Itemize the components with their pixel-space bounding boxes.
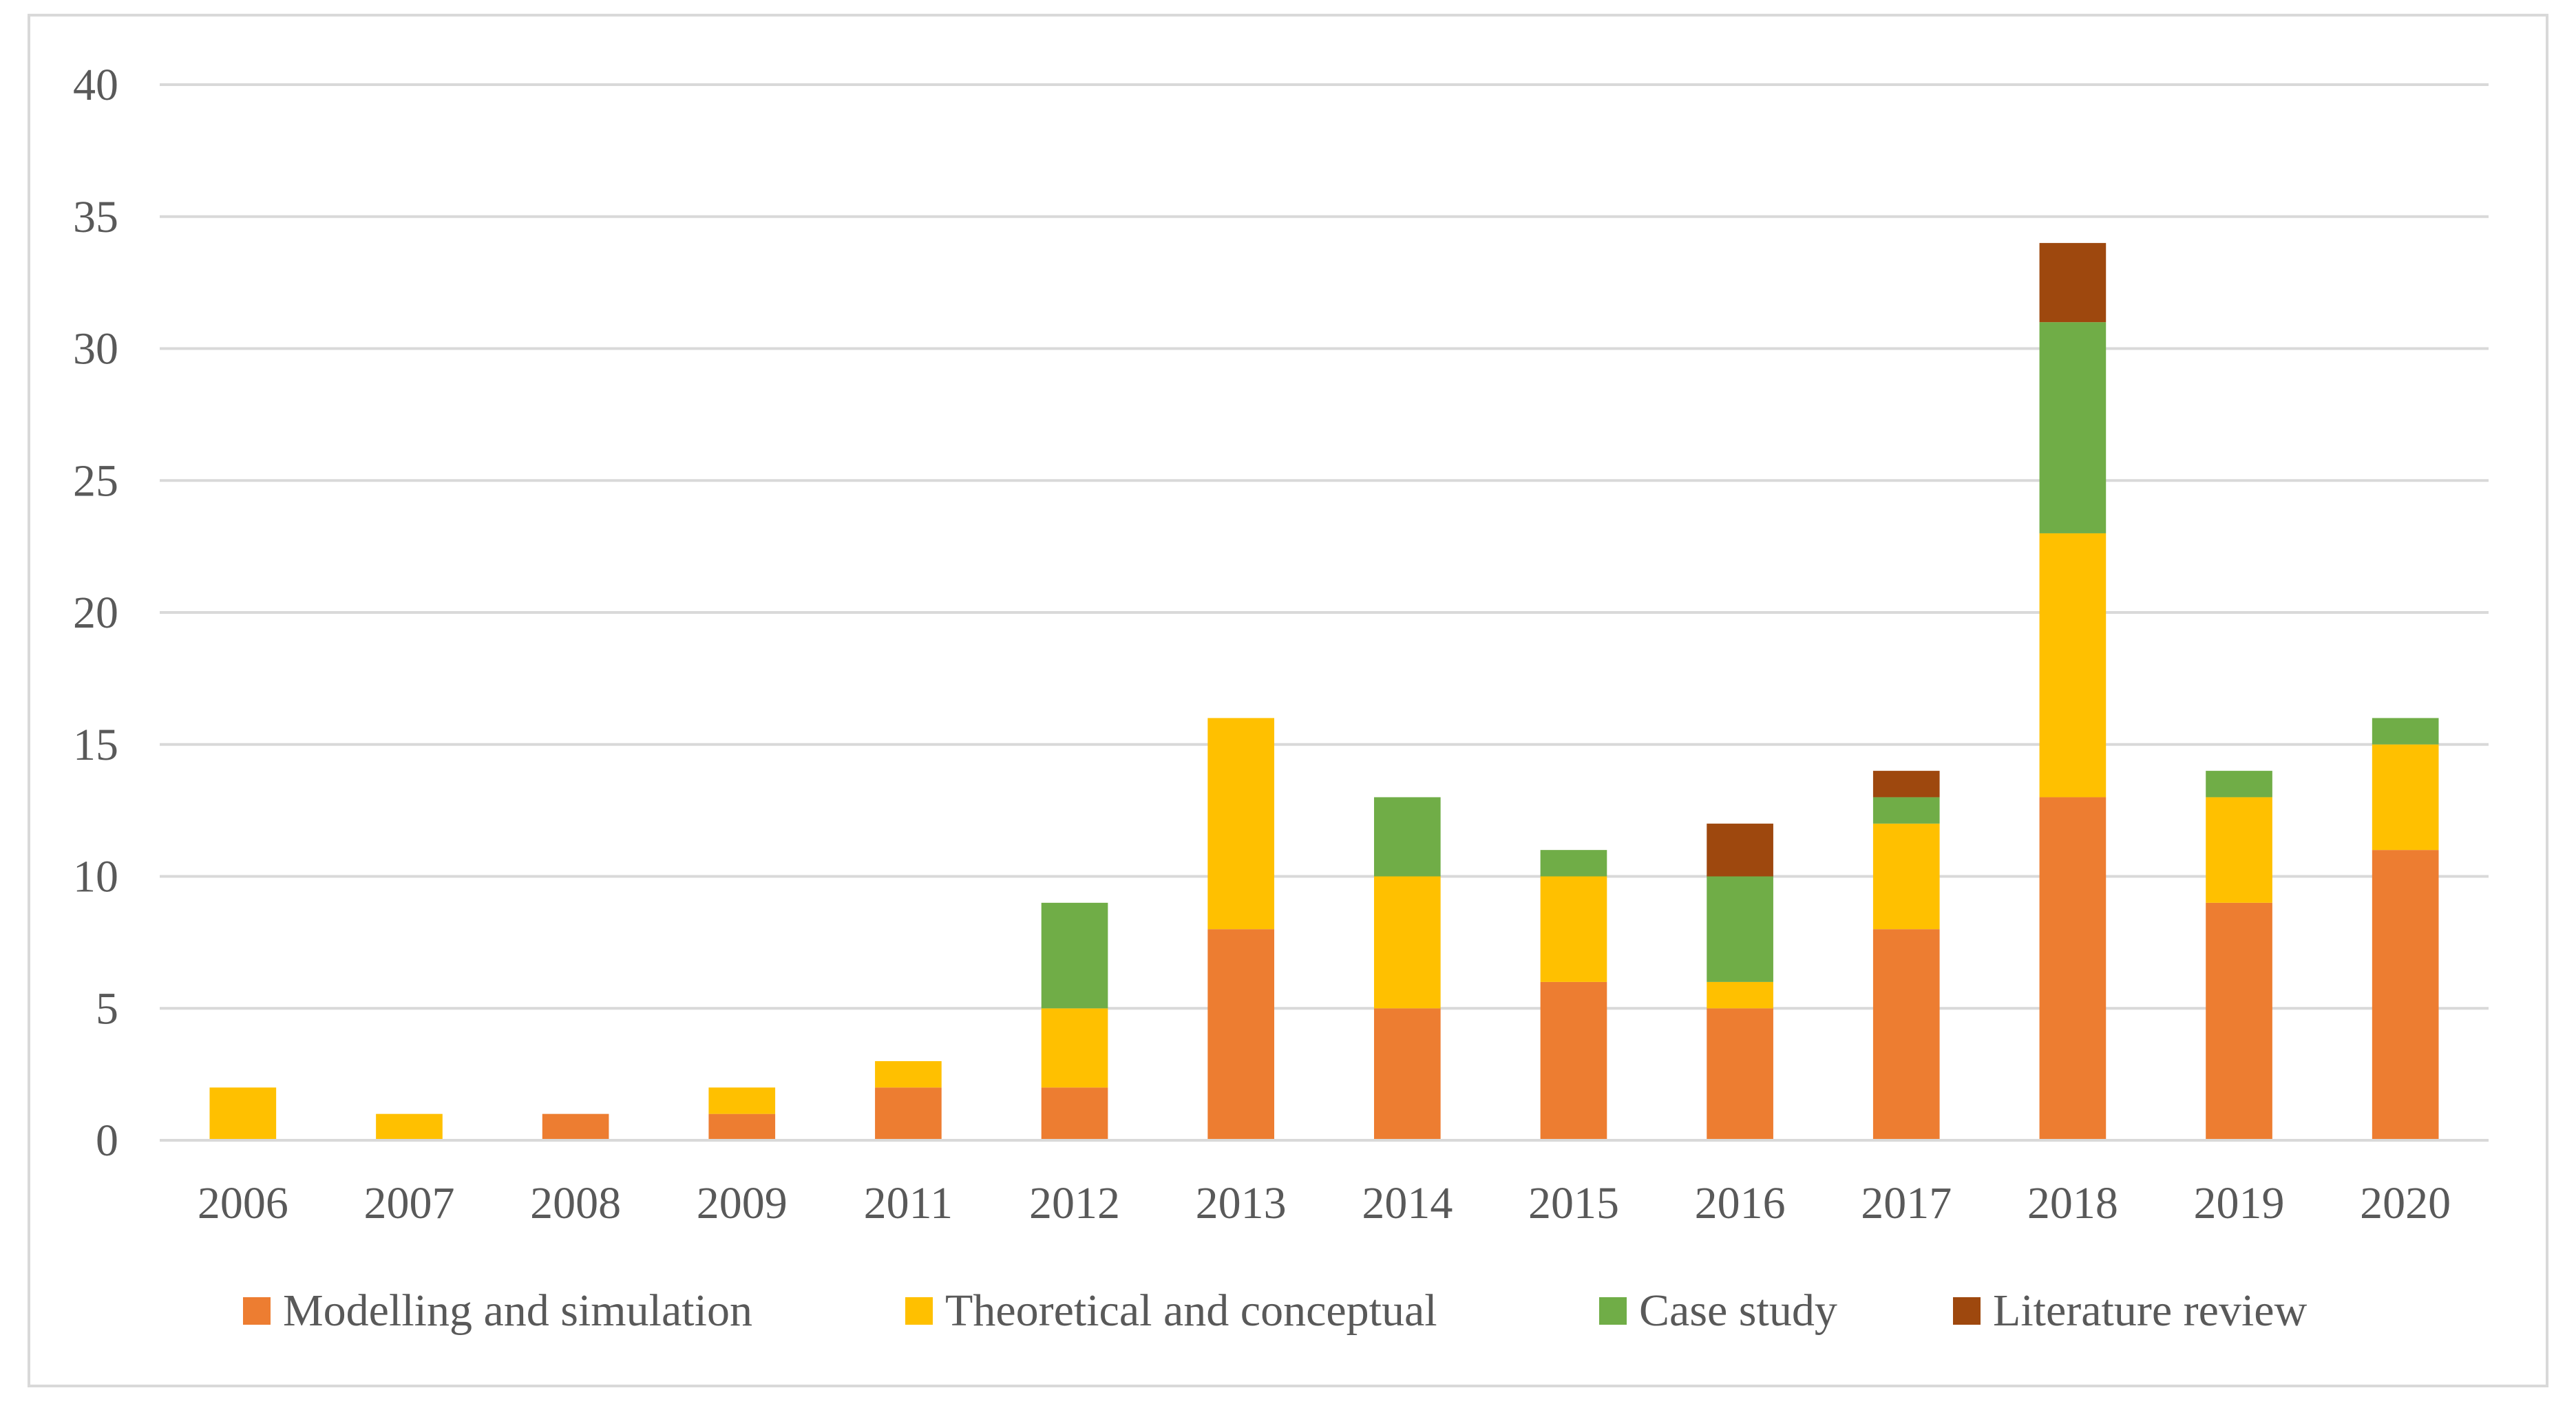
legend-label: Literature review [1993, 1286, 2308, 1336]
x-tick-label: 2008 [530, 1178, 621, 1228]
x-tick-label: 2017 [1861, 1178, 1952, 1228]
y-tick-label: 20 [73, 588, 118, 638]
bar-segment [2039, 797, 2107, 1140]
bar-segment [1707, 876, 1773, 982]
bar-segment [1373, 876, 1441, 1009]
y-tick-label: 40 [73, 60, 118, 110]
y-tick-label: 5 [96, 983, 118, 1034]
x-axis-ticks: 2006 2007 2008 2009 2011 2012 2013 2014 2015 2016… [198, 1178, 2451, 1228]
bar-segment [1373, 797, 1441, 877]
bar-segment [1540, 850, 1607, 877]
bar-segment [1872, 797, 1940, 824]
x-tick-label: 2016 [1695, 1178, 1786, 1228]
bar-segment [1872, 771, 1940, 798]
legend-label: Case study [1639, 1286, 1837, 1336]
x-tick-label: 2013 [1196, 1178, 1287, 1228]
x-tick-label: 2007 [363, 1178, 454, 1228]
y-tick-label: 0 [96, 1116, 118, 1166]
y-tick-label: 35 [73, 192, 118, 242]
chart-frame [28, 14, 2548, 1387]
bar-segment [1540, 981, 1607, 1140]
y-tick-label: 25 [73, 456, 118, 506]
bar-segment [708, 1113, 776, 1140]
bar-segment [875, 1087, 942, 1140]
x-tick-label: 2006 [198, 1178, 288, 1228]
x-tick-label: 2014 [1362, 1178, 1453, 1228]
x-tick-label: 2020 [2360, 1178, 2451, 1228]
y-tick-label: 30 [73, 324, 118, 374]
bar-segment [1041, 902, 1108, 1009]
bar-segment [1540, 876, 1607, 982]
bar-segment [2039, 533, 2107, 798]
bar-segment [875, 1060, 942, 1088]
x-tick-label: 2015 [1528, 1178, 1619, 1228]
bar-segment [1041, 1008, 1108, 1088]
bar-segment [1872, 929, 1940, 1140]
gridlines [160, 83, 2489, 1010]
bar-segment [1373, 1008, 1441, 1140]
bars [209, 243, 2439, 1140]
y-axis-ticks: 0 5 10 15 20 25 30 35 40 [73, 60, 118, 1166]
legend: Modelling and simulation Theoretical and … [243, 1286, 2308, 1336]
legend-label: Theoretical and conceptual [945, 1286, 1437, 1336]
bar-segment [2039, 322, 2107, 533]
legend-swatch [1953, 1297, 1981, 1325]
x-tick-label: 2012 [1029, 1178, 1120, 1228]
bar-segment [2372, 850, 2439, 1140]
x-tick-label: 2019 [2194, 1178, 2285, 1228]
bar-segment [1707, 981, 1773, 1009]
bar-segment [1207, 718, 1275, 930]
bar-segment [2206, 902, 2272, 1140]
bar-segment [708, 1087, 776, 1114]
bar-segment [2039, 243, 2107, 323]
y-tick-label: 10 [73, 852, 118, 902]
bar-segment [1207, 929, 1275, 1140]
y-tick-label: 15 [73, 720, 118, 770]
x-tick-label: 2009 [697, 1178, 788, 1228]
bar-segment [2206, 797, 2272, 903]
legend-swatch [1599, 1297, 1627, 1325]
bar-segment [2372, 744, 2439, 851]
bar-segment [376, 1113, 443, 1140]
bar-segment [1707, 1008, 1773, 1140]
x-tick-label: 2018 [2027, 1178, 2118, 1228]
x-tick-label: 2011 [864, 1178, 953, 1228]
bar-segment [209, 1087, 277, 1140]
legend-swatch [905, 1297, 933, 1325]
bar-segment [1707, 823, 1773, 877]
bar-segment [2206, 771, 2272, 798]
bar-segment [2372, 718, 2439, 745]
legend-swatch [243, 1297, 271, 1325]
bar-segment [1041, 1087, 1108, 1140]
bar-segment [1872, 823, 1940, 930]
legend-label: Modelling and simulation [283, 1286, 752, 1336]
bar-segment [542, 1113, 609, 1140]
